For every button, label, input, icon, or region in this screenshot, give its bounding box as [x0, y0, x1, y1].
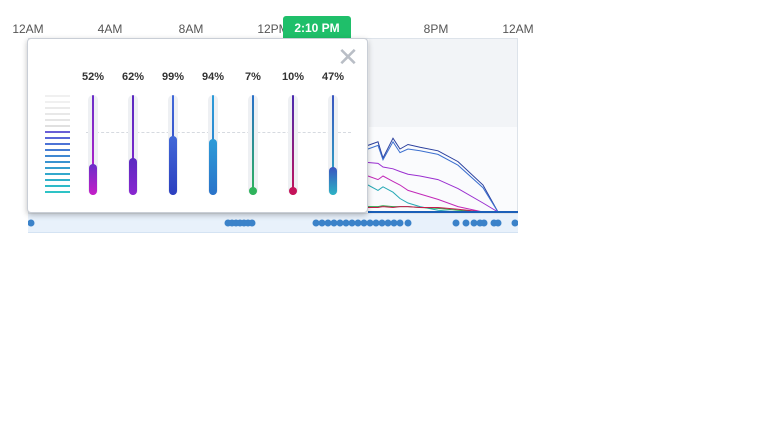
event-dot: [336, 219, 344, 227]
time-label-4am: 4AM: [97, 22, 123, 36]
close-icon[interactable]: ✕: [337, 42, 359, 72]
gauge-2-line: [132, 95, 134, 195]
gauge-5-line: [252, 95, 254, 195]
event-dot: [330, 219, 338, 227]
line-chart: [367, 137, 518, 213]
event-dot: [404, 219, 412, 227]
event-dot: [27, 219, 35, 227]
legend-bar: [45, 161, 70, 163]
time-label-8pm: 8PM: [423, 22, 449, 36]
legend-bar: [45, 143, 70, 145]
gauge-1-pct: 52%: [81, 71, 105, 83]
gauge-2-fill: [129, 158, 137, 195]
time-label-12pm: 12PM: [257, 22, 289, 36]
gauge-7: 47%: [318, 39, 348, 214]
gauge-6-fill: [289, 187, 297, 195]
current-time-badge[interactable]: 2:10 PM: [283, 16, 351, 40]
legend-stack: [45, 95, 70, 195]
event-dot: [462, 219, 470, 227]
time-label-12am-end: 12AM: [502, 22, 534, 36]
gauge-3-pct: 99%: [161, 71, 185, 83]
time-axis: 12AM 4AM 8AM 12PM 8PM 12AM: [0, 0, 768, 40]
values-popup: ✕ 52% 62% 99% 94% 7% 10% 47%: [27, 38, 368, 213]
legend-bar: [45, 137, 70, 139]
gauge-7-fill: [329, 167, 337, 195]
event-dot: [470, 219, 478, 227]
event-dot: [324, 219, 332, 227]
gauge-6-pct: 10%: [281, 71, 305, 83]
chart-band: [369, 39, 517, 127]
gauge-4: 94%: [198, 39, 228, 214]
gauge-2: 62%: [118, 39, 148, 214]
gauge-1: 52%: [78, 39, 108, 214]
event-dot: [480, 219, 488, 227]
gauge-1-line: [92, 95, 94, 195]
gauge-7-pct: 47%: [321, 71, 345, 83]
gauge-3-fill: [169, 136, 177, 195]
event-dot: [494, 219, 502, 227]
series-line-3: [367, 162, 518, 213]
gauge-5-pct: 7%: [245, 71, 261, 83]
event-dot: [511, 219, 519, 227]
gauge-4-pct: 94%: [201, 71, 225, 83]
legend-bar: [45, 113, 70, 115]
time-label-8am: 8AM: [178, 22, 204, 36]
time-label-12am: 12AM: [12, 22, 44, 36]
legend-bar: [45, 95, 70, 97]
event-dot: [396, 219, 404, 227]
legend-bar: [45, 155, 70, 157]
event-dot: [248, 219, 256, 227]
event-dot: [360, 219, 368, 227]
legend-bar: [45, 119, 70, 121]
legend-bar: [45, 125, 70, 127]
event-dot: [354, 219, 362, 227]
event-dot: [312, 219, 320, 227]
gauge-3: 99%: [158, 39, 188, 214]
event-dot: [390, 219, 398, 227]
legend-bar: [45, 107, 70, 109]
event-dot: [342, 219, 350, 227]
legend-bar: [45, 167, 70, 169]
gauge-2-pct: 62%: [121, 71, 145, 83]
legend-bar: [45, 131, 70, 133]
event-dot: [372, 219, 380, 227]
timeline-scrubber[interactable]: [27, 214, 519, 233]
series-line-1: [367, 137, 518, 213]
legend-bar: [45, 185, 70, 187]
event-dot: [378, 219, 386, 227]
event-dot: [348, 219, 356, 227]
gauge-6: 10%: [278, 39, 308, 214]
legend-bar: [45, 173, 70, 175]
series-line-2: [367, 140, 518, 213]
legend-bar: [45, 179, 70, 181]
legend-bar: [45, 101, 70, 103]
event-dot: [452, 219, 460, 227]
event-dot: [366, 219, 374, 227]
reference-line: [86, 132, 351, 133]
event-dot: [318, 219, 326, 227]
gauge-5-fill: [249, 187, 257, 195]
gauge-5: 7%: [238, 39, 268, 214]
legend-bar: [45, 149, 70, 151]
gauge-4-fill: [209, 139, 217, 195]
event-dot: [384, 219, 392, 227]
gauge-1-fill: [89, 164, 97, 195]
gauge-7-line: [332, 95, 334, 195]
legend-bar: [45, 191, 70, 193]
gauge-6-line: [292, 95, 294, 195]
